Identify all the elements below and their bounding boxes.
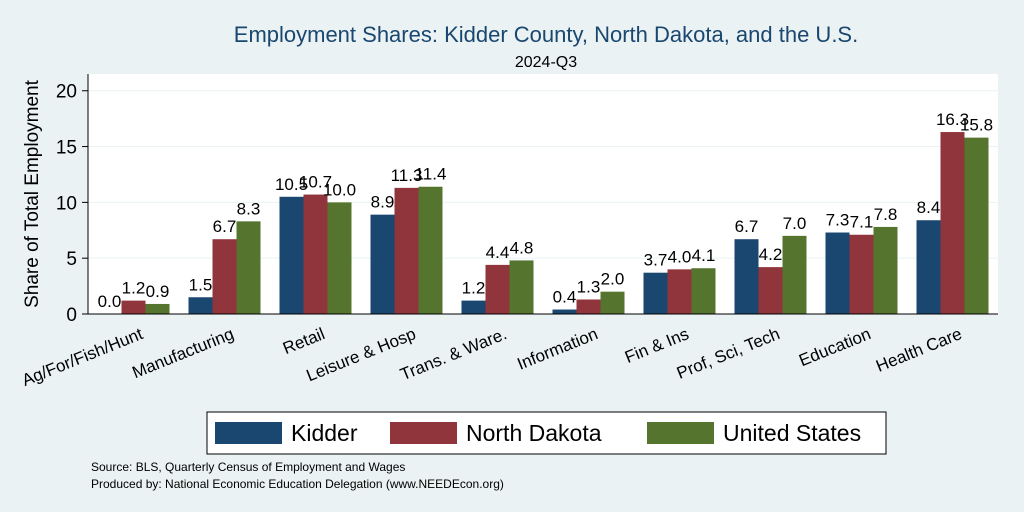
data-label: 4.0 bbox=[668, 247, 692, 266]
data-label: 7.1 bbox=[850, 213, 874, 232]
data-label: 1.2 bbox=[122, 279, 146, 298]
data-label: 8.4 bbox=[917, 198, 941, 217]
chart-subtitle: 2024-Q3 bbox=[515, 54, 577, 71]
chart-title: Employment Shares: Kidder County, North … bbox=[234, 22, 858, 47]
data-label: 4.1 bbox=[692, 246, 716, 265]
data-label: 10.5 bbox=[275, 175, 308, 194]
data-label: 0.9 bbox=[146, 282, 170, 301]
bar bbox=[849, 234, 874, 314]
data-label: 7.3 bbox=[826, 211, 850, 230]
data-label: 10.0 bbox=[323, 180, 356, 199]
bar bbox=[485, 264, 510, 314]
bar bbox=[212, 239, 237, 314]
data-label: 11.3 bbox=[391, 166, 423, 185]
y-tick-label: 5 bbox=[66, 249, 77, 270]
bar bbox=[758, 267, 783, 314]
data-label: 4.4 bbox=[486, 243, 510, 262]
legend-swatch bbox=[215, 422, 282, 444]
data-label: 3.7 bbox=[644, 251, 668, 270]
source-note: Source: BLS, Quarterly Census of Employm… bbox=[91, 460, 405, 474]
bar bbox=[121, 300, 146, 314]
legend-swatch bbox=[390, 422, 457, 444]
bar bbox=[576, 299, 601, 314]
legend-swatch bbox=[647, 422, 714, 444]
y-ticks: 0 5 10 15 20 bbox=[56, 82, 88, 326]
y-tick-label: 15 bbox=[56, 138, 77, 159]
bar bbox=[509, 260, 534, 314]
bar bbox=[236, 221, 261, 314]
data-label: 11.4 bbox=[415, 165, 447, 184]
data-label: 10.7 bbox=[299, 173, 332, 192]
value-labels: 0.01.2 0.9 1.56.78.310.510.710.08.911.311.… bbox=[98, 110, 993, 311]
data-label: 0.4 bbox=[553, 288, 577, 307]
bar bbox=[461, 300, 486, 314]
legend-entry: United States bbox=[723, 420, 861, 446]
bar bbox=[552, 309, 577, 314]
data-label: 8.3 bbox=[237, 199, 261, 218]
y-tick-label: 10 bbox=[56, 193, 77, 214]
bar bbox=[734, 239, 759, 314]
bar bbox=[825, 232, 850, 314]
bar bbox=[873, 226, 898, 314]
data-label: 4.2 bbox=[759, 245, 783, 264]
bar bbox=[964, 137, 989, 314]
bar bbox=[303, 194, 328, 314]
data-label: 4.8 bbox=[510, 238, 534, 257]
producer-note: Produced by: National Economic Education… bbox=[91, 477, 504, 491]
bar bbox=[691, 268, 716, 314]
data-label: 1.3 bbox=[577, 277, 601, 296]
bar bbox=[940, 132, 965, 314]
bar bbox=[327, 202, 352, 314]
data-label: 1.2 bbox=[462, 279, 486, 298]
bar bbox=[188, 297, 213, 314]
bars bbox=[121, 132, 989, 314]
data-label: 6.7 bbox=[213, 217, 237, 236]
bar bbox=[643, 272, 668, 314]
bar bbox=[782, 235, 807, 314]
bar bbox=[418, 186, 443, 314]
legend-entry: North Dakota bbox=[466, 420, 602, 446]
bar bbox=[279, 196, 304, 314]
data-label: 7.0 bbox=[783, 214, 807, 233]
legend: Kidder North Dakota United States bbox=[206, 411, 887, 455]
bar bbox=[600, 291, 625, 314]
y-axis-label: Share of Total Employment bbox=[22, 79, 43, 307]
data-label: 15.8 bbox=[960, 116, 993, 135]
legend-box bbox=[206, 411, 887, 455]
bar bbox=[145, 303, 170, 314]
data-label: 8.9 bbox=[371, 193, 395, 212]
data-label: 0.0 bbox=[98, 292, 122, 311]
data-label: 6.7 bbox=[735, 217, 759, 236]
y-tick-label: 0 bbox=[66, 305, 77, 326]
data-label: 16.3 bbox=[936, 110, 969, 129]
data-label: 7.8 bbox=[874, 205, 898, 224]
bar bbox=[370, 214, 395, 314]
bar bbox=[394, 187, 419, 314]
y-tick-label: 20 bbox=[56, 82, 77, 103]
data-label: 1.5 bbox=[189, 275, 213, 294]
bar bbox=[667, 269, 692, 314]
bar bbox=[916, 220, 941, 314]
legend-entry: Kidder bbox=[291, 420, 358, 446]
data-label: 2.0 bbox=[601, 270, 625, 289]
